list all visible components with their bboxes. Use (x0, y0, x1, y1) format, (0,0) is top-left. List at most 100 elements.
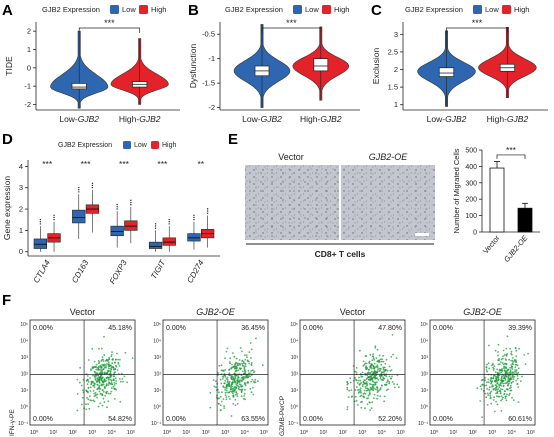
flow-event (225, 378, 228, 380)
y-tick-label: 10³ (421, 355, 429, 361)
flow-event (85, 403, 87, 405)
flow-event (231, 381, 234, 383)
flow-event (109, 370, 111, 372)
flow-event (217, 391, 220, 394)
flow-event (126, 381, 129, 384)
box-outlier (206, 212, 209, 214)
y-tick-label: 400 (465, 164, 477, 171)
box-outlier (193, 218, 195, 221)
flow-event (506, 393, 508, 396)
flow-event (398, 386, 400, 389)
flow-event (234, 394, 237, 396)
flow-event (219, 404, 222, 406)
flow-event (358, 388, 361, 391)
flow-event (220, 382, 223, 385)
flow-event (513, 359, 516, 361)
flow-event (369, 392, 371, 395)
flow-event (523, 354, 526, 356)
flow-event (249, 372, 252, 374)
flow-event (506, 380, 509, 383)
flow-event (245, 354, 248, 356)
legend-swatch-high (322, 5, 331, 14)
flow-event (376, 377, 379, 379)
flow-event (508, 358, 510, 361)
flow-event (363, 363, 366, 366)
flow-event (376, 348, 379, 351)
flow-event (375, 371, 378, 374)
flow-event (209, 406, 212, 409)
x-tick-label: 10⁰ (30, 429, 39, 436)
flow-event (505, 399, 508, 402)
flow-event (509, 389, 512, 392)
flow-event (361, 400, 363, 403)
flow-event (106, 376, 109, 379)
quadrant-label-ul: 0.00% (303, 325, 323, 332)
y-tick-label: 3 (19, 183, 23, 192)
flow-event (501, 368, 503, 370)
flow-event (385, 383, 388, 386)
flow-event (496, 403, 499, 406)
y-tick-label: 10⁴ (20, 339, 28, 345)
flow-event (386, 379, 389, 381)
flow-event (498, 386, 501, 389)
legend-d: GJB2 Expression Low High (58, 141, 177, 149)
flow-event (509, 347, 511, 350)
flow-event (242, 370, 244, 373)
flow-event (241, 362, 244, 365)
x-tick-label: 10⁴ (377, 429, 386, 436)
flow-event (242, 360, 245, 363)
flow-event (363, 389, 366, 392)
box-outlier (53, 218, 55, 221)
flow-event (94, 378, 97, 381)
y-tick-label: 200 (465, 197, 477, 204)
flow-event (368, 378, 370, 381)
flow-event (102, 358, 104, 361)
flow-event (93, 395, 96, 398)
flow-event (359, 387, 362, 390)
flow-event (231, 385, 234, 388)
flow-event (98, 347, 100, 350)
flow-event (97, 368, 100, 371)
flow-event (111, 351, 113, 353)
flow-event (500, 371, 503, 374)
flow-event (347, 396, 350, 398)
flow-event (123, 375, 126, 378)
flow-event (243, 397, 245, 400)
flow-event (349, 377, 352, 380)
flow-event (370, 388, 373, 391)
flow-event (232, 376, 235, 378)
box-outlier (168, 218, 170, 221)
flow-event (385, 358, 388, 361)
flow-event (115, 364, 117, 367)
flow-event (223, 405, 226, 408)
flow-event (106, 372, 109, 375)
flow-event (378, 389, 381, 391)
flow-event (497, 388, 500, 390)
y-tick-label: 10¹ (291, 388, 299, 394)
flow-event (350, 396, 353, 398)
flow-event (390, 377, 392, 380)
flow-event (516, 377, 519, 380)
flow-event (226, 347, 229, 350)
flow-event (95, 374, 98, 377)
flow-event (105, 359, 108, 362)
box-outlier (154, 223, 157, 225)
label-gene: GJB2 (139, 114, 161, 124)
flow-event (373, 362, 376, 365)
flow-event (230, 375, 233, 378)
flow-event (380, 368, 382, 370)
flow-event (501, 362, 504, 364)
y-tick-label: 4 (19, 162, 23, 171)
flow-event (368, 391, 371, 393)
flow-event (244, 369, 246, 371)
x-tick-label: 10⁵ (260, 429, 268, 436)
flow-event (102, 360, 105, 362)
quadrant-label-ll: 0.00% (166, 416, 186, 423)
label-prefix: High- (487, 114, 507, 124)
flow-event (110, 379, 113, 382)
flow-event (487, 381, 490, 383)
flow-event (510, 384, 512, 387)
flow-event (106, 406, 108, 409)
flow-event (86, 375, 89, 377)
